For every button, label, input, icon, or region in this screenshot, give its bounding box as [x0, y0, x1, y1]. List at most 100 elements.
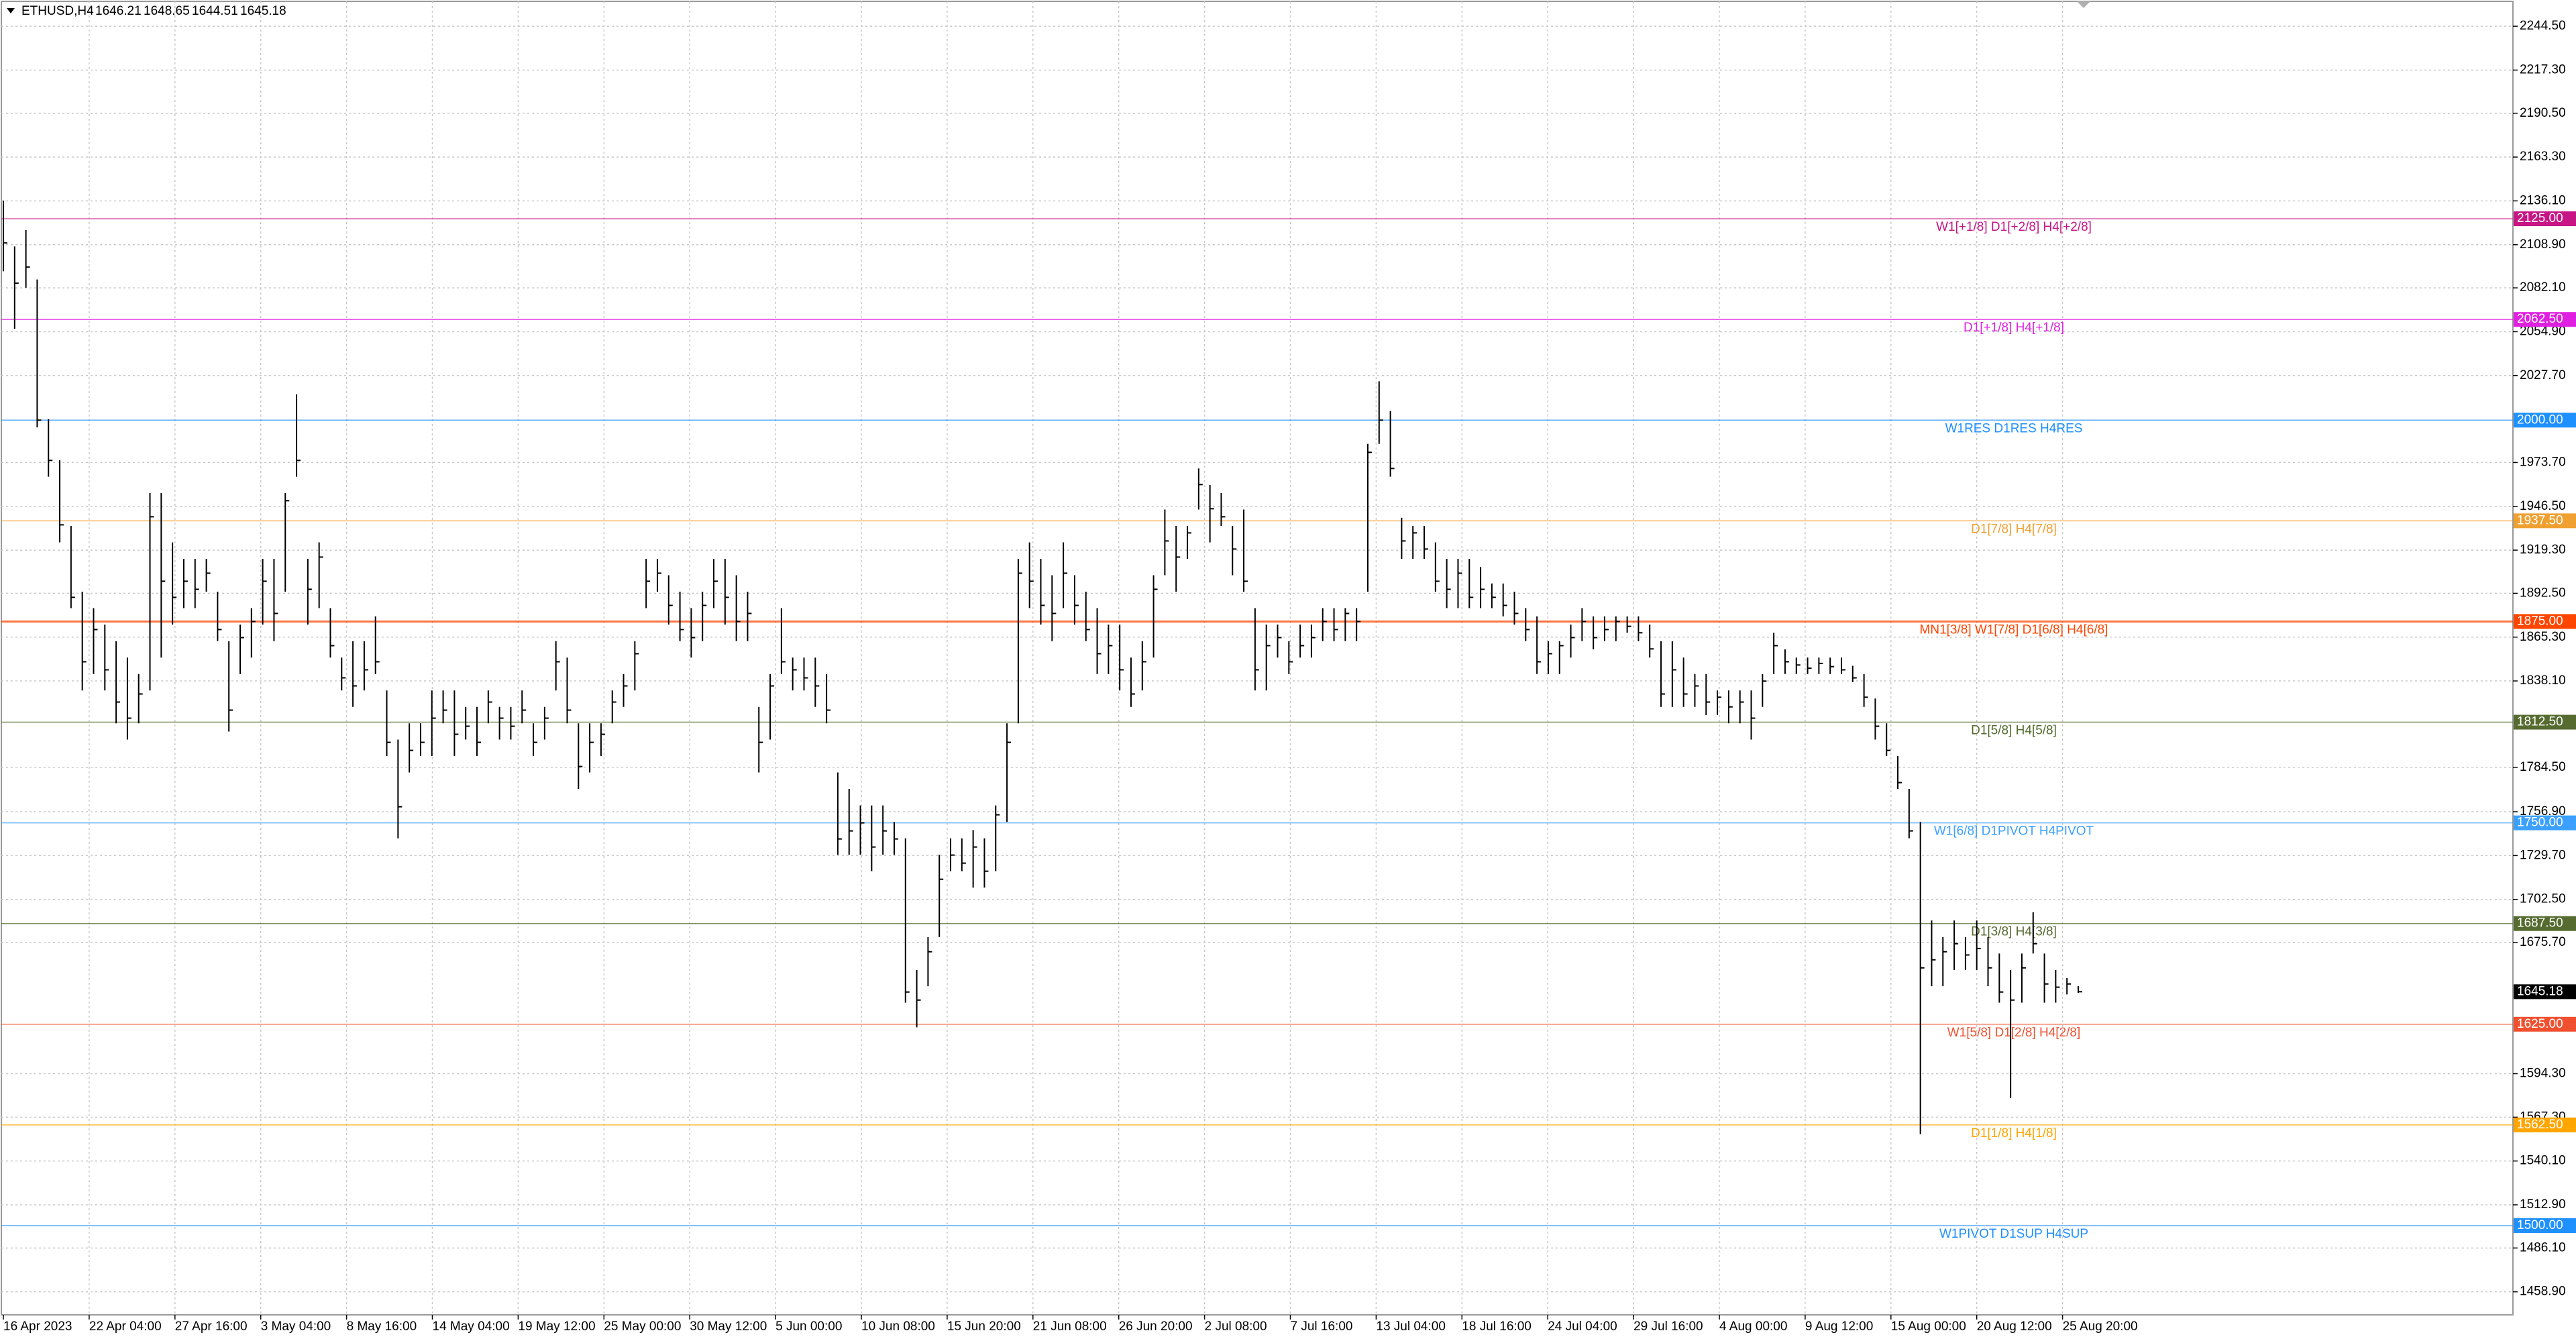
level-tag-label: 2000.00 — [2517, 413, 2563, 427]
y-tick-label: 2054.90 — [2520, 324, 2566, 338]
x-tick-label: 2 Jul 08:00 — [1205, 1320, 1267, 1334]
level-tag-label: 2062.50 — [2517, 312, 2563, 326]
x-tick-label: 25 May 00:00 — [604, 1320, 681, 1334]
level-text: W1[6/8] D1PIVOT H4PIVOT — [1934, 824, 2094, 839]
axes: 2244.50 2217.30 2190.50 2163.30 2136.10 2108.… — [3, 19, 2576, 1334]
x-tick-label: 22 Apr 04:00 — [89, 1320, 162, 1334]
level-tag — [2514, 312, 2576, 327]
x-tick-label: 15 Aug 00:00 — [1891, 1320, 1966, 1334]
quote-low: 1644.51 — [192, 4, 238, 18]
x-tick-label: 30 May 12:00 — [690, 1320, 767, 1334]
x-tick-label: 9 Aug 12:00 — [1805, 1320, 1873, 1334]
y-tick-label: 1540.10 — [2520, 1154, 2566, 1168]
y-tick-label: 1892.50 — [2520, 586, 2566, 600]
x-tick-label: 14 May 04:00 — [433, 1320, 510, 1334]
level-tag-label: 1812.50 — [2517, 715, 2563, 729]
x-tick-label: 24 Jul 04:00 — [1548, 1320, 1617, 1334]
price-tag-label: 1645.18 — [2517, 984, 2563, 998]
x-tick-label: 29 Jul 16:00 — [1633, 1320, 1703, 1334]
level-tag-label: 1500.00 — [2517, 1218, 2563, 1232]
level-tag — [2514, 714, 2576, 730]
y-tick-label: 1946.50 — [2520, 499, 2566, 513]
level-text: W1PIVOT D1SUP H4SUP — [1939, 1227, 2088, 1241]
level-tag — [2514, 1218, 2576, 1233]
x-tick-label: 21 Jun 08:00 — [1033, 1320, 1107, 1334]
level-tag — [2514, 1016, 2576, 1032]
y-tick-label: 1784.50 — [2520, 760, 2566, 774]
x-tick-label: 5 Jun 00:00 — [775, 1320, 842, 1334]
y-tick-label: 1919.30 — [2520, 543, 2566, 557]
y-tick-label: 1838.10 — [2520, 674, 2566, 688]
level-tag — [2514, 513, 2576, 529]
level-tag — [2514, 413, 2576, 428]
y-tick-label: 2217.30 — [2520, 62, 2566, 76]
y-tick-label: 1512.90 — [2520, 1197, 2566, 1212]
menu-arrow[interactable] — [7, 8, 15, 13]
y-tick-label: 1729.70 — [2520, 848, 2566, 862]
x-tick-label: 7 Jul 16:00 — [1291, 1320, 1353, 1334]
x-tick-label: 3 May 04:00 — [261, 1320, 331, 1334]
y-tick-label: 2108.90 — [2520, 237, 2566, 252]
level-text: W1[5/8] D1[2/8] H4[2/8] — [1947, 1026, 2081, 1040]
grid — [1, 1, 2513, 1315]
level-text: D1[1/8] H4[1/8] — [1971, 1126, 2057, 1140]
y-tick-label: 1865.30 — [2520, 630, 2566, 644]
x-tick-label: 16 Apr 2023 — [3, 1320, 72, 1334]
level-tag — [2514, 211, 2576, 227]
y-tick-label: 1973.70 — [2520, 455, 2566, 469]
y-tick-label: 2163.30 — [2520, 150, 2566, 164]
level-tag-label: 1875.00 — [2517, 614, 2563, 628]
y-tick-label: 2027.70 — [2520, 368, 2566, 382]
x-tick-label: 8 May 16:00 — [347, 1320, 417, 1334]
quote-high: 1648.65 — [144, 4, 190, 18]
level-tag-label: 2125.00 — [2517, 211, 2563, 225]
x-tick-label: 19 May 12:00 — [518, 1320, 595, 1334]
y-tick-label: 2136.10 — [2520, 193, 2566, 207]
bars — [3, 200, 2082, 1134]
level-tag-label: 1750.00 — [2517, 816, 2563, 830]
x-tick-label: 25 Aug 20:00 — [2063, 1320, 2138, 1334]
level-text: D1[3/8] H4[3/8] — [1971, 925, 2057, 939]
levels: W1[+1/8] D1[+2/8] H4[+2/8] D1[+1/8] H4[+1… — [1, 218, 2513, 1241]
x-tick-label: 15 Jun 20:00 — [947, 1320, 1021, 1334]
plot-frame — [1, 1, 2514, 1316]
quote-open: 1646.21 — [95, 4, 142, 18]
symbol: ETHUSD,H4 — [21, 4, 94, 18]
level-text: MN1[3/8] W1[7/8] D1[6/8] H4[6/8] — [1920, 623, 2108, 637]
x-tick-label: 20 Aug 12:00 — [1977, 1320, 2052, 1334]
y-tick-label: 1594.30 — [2520, 1067, 2566, 1081]
level-text: D1[7/8] H4[7/8] — [1971, 522, 2057, 536]
x-tick-label: 26 Jun 20:00 — [1119, 1320, 1193, 1334]
y-tick-label: 2190.50 — [2520, 106, 2566, 120]
level-text: W1RES D1RES H4RES — [1945, 421, 2083, 435]
level-text: W1[+1/8] D1[+2/8] H4[+2/8] — [1936, 220, 2092, 234]
y-tick-label: 1702.50 — [2520, 892, 2566, 906]
level-tag — [2514, 916, 2576, 931]
level-tag — [2514, 1117, 2576, 1132]
level-tag-label: 1625.00 — [2517, 1017, 2563, 1031]
y-tick-label: 1486.10 — [2520, 1240, 2566, 1254]
x-tick-label: 27 Apr 16:00 — [175, 1320, 248, 1334]
y-tick-label: 1675.70 — [2520, 935, 2566, 949]
y-tick-label: 2082.10 — [2520, 280, 2566, 294]
quote-close: 1645.18 — [240, 4, 286, 18]
y-tick-label: 1458.90 — [2520, 1285, 2566, 1299]
level-tag — [2514, 815, 2576, 831]
level-tag-label: 1937.50 — [2517, 513, 2563, 527]
x-tick-label: 4 Aug 00:00 — [1719, 1320, 1787, 1334]
x-tick-label: 10 Jun 08:00 — [861, 1320, 935, 1334]
y-tick-label: 1756.90 — [2520, 804, 2566, 818]
level-tag-label: 1687.50 — [2517, 916, 2563, 930]
x-tick-label: 18 Jul 16:00 — [1462, 1320, 1532, 1334]
level-text: D1[5/8] H4[5/8] — [1971, 724, 2057, 738]
x-tick-label: 13 Jul 04:00 — [1376, 1320, 1446, 1334]
shift-marker[interactable] — [2077, 1, 2090, 8]
level-text: D1[+1/8] H4[+1/8] — [1964, 321, 2064, 335]
level-tag-label: 1562.50 — [2517, 1118, 2563, 1132]
price-tag — [2514, 984, 2576, 1000]
y-tick-label: 2244.50 — [2520, 19, 2566, 33]
level-tag — [2514, 614, 2576, 629]
